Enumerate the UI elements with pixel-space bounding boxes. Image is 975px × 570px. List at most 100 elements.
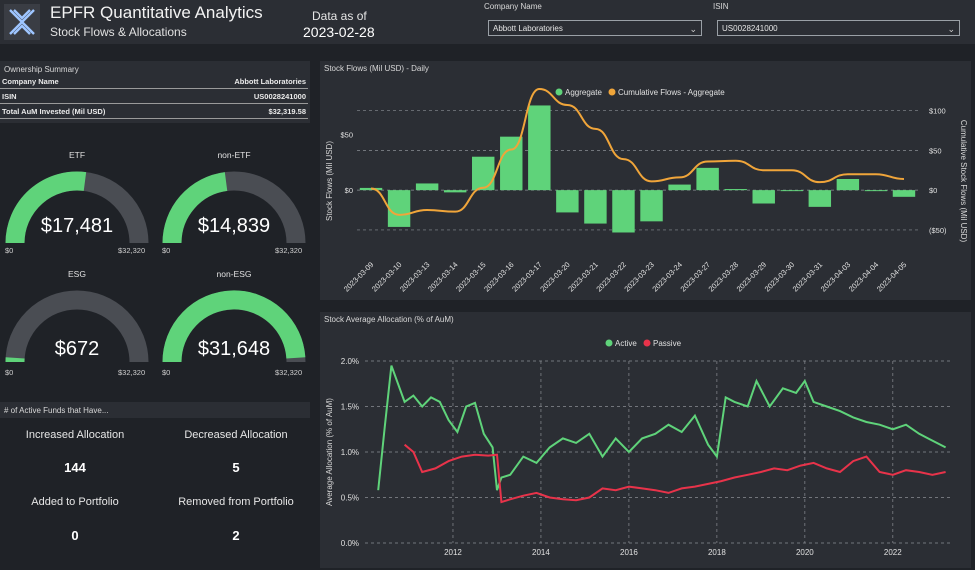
active-allocation-line — [377, 365, 947, 491]
legend-cumulative-marker — [608, 88, 616, 96]
gauge-track — [5, 290, 149, 363]
gauge-min: $0 — [162, 368, 171, 377]
x-tick-label: 2020 — [796, 548, 814, 557]
gauge-fill — [162, 290, 306, 363]
flow-bar — [668, 184, 691, 191]
app-subtitle: Stock Flows & Allocations — [50, 25, 187, 39]
allocation-chart: 2012 2014 2016 2018 2020 2022 0.0% 0.5% 1.0% 1.5… — [325, 339, 950, 557]
flow-bar — [864, 190, 888, 192]
x-tick-label: 2014 — [532, 548, 550, 557]
flow-bar — [696, 167, 719, 191]
af-value: 144 — [64, 460, 86, 475]
gauge-non-etf — [162, 171, 306, 244]
chevron-down-icon: ⌄ — [947, 24, 955, 34]
gauge-label-etf: ETF — [68, 150, 86, 160]
flow-bar — [612, 190, 635, 233]
legend-cumulative-label: Cumulative Flows - Aggregate — [618, 88, 725, 97]
flow-bar — [528, 105, 551, 191]
chevron-down-icon: ⌄ — [689, 24, 697, 34]
ownership-row: Company Name Abbott Laboratories — [0, 74, 308, 89]
x-tick-label: 2016 — [620, 548, 638, 557]
af-label: Increased Allocation — [25, 429, 125, 441]
gauge-max: $32,320 — [118, 368, 146, 377]
data-as-of-date: 2023-02-28 — [303, 24, 375, 40]
ownership-summary-panel: Ownership Summary Company Name Abbott La… — [0, 61, 310, 123]
isin-label: ISIN — [713, 2, 729, 11]
gauge-max: $32,320 — [275, 368, 303, 377]
gauge-esg — [5, 290, 149, 363]
stock-flows-title: Stock Flows (Mil USD) - Daily — [324, 64, 429, 73]
flow-bar — [836, 179, 860, 191]
flow-bar — [556, 190, 579, 213]
y2-tick-label: $100 — [929, 107, 946, 116]
gauge-fill — [162, 172, 228, 244]
flow-bar — [472, 156, 495, 191]
gauge-fill — [5, 171, 87, 244]
gauge-label-esg: ESG — [68, 269, 86, 279]
flow-bar — [808, 190, 832, 207]
legend-active-marker — [605, 339, 613, 347]
cumulative-flows-line — [370, 88, 904, 216]
ownership-row: ISIN US0028241000 — [0, 89, 308, 104]
y-tick-label: 0.0% — [341, 539, 359, 548]
company-name-dropdown[interactable]: Abbott Laboratories ⌄ — [488, 20, 702, 36]
af-label: Removed from Portfolio — [178, 496, 294, 508]
y-tick-label: 1.0% — [341, 448, 359, 457]
y2-tick-label: $0 — [929, 186, 937, 195]
ownership-row-value: $32,319.58 — [268, 107, 306, 116]
y2-tick-label: $50 — [929, 146, 942, 155]
gauge-max: $32,320 — [275, 246, 303, 255]
y-tick-label: 1.5% — [341, 403, 359, 412]
flow-bar — [387, 190, 411, 227]
x-tick-label: 2018 — [708, 548, 726, 557]
flow-bar — [780, 190, 803, 192]
ownership-row-label: ISIN — [2, 92, 17, 101]
isin-dropdown[interactable]: US0028241000 ⌄ — [717, 20, 960, 36]
data-as-of-label: Data as of — [312, 9, 367, 23]
legend-passive-label: Passive — [653, 339, 682, 348]
gauge-value-non-etf: $14,839 — [197, 215, 271, 237]
flow-bar — [892, 190, 916, 197]
ownership-summary-title: Ownership Summary — [4, 65, 79, 74]
allocation-panel: Stock Average Allocation (% of AuM) 2012… — [320, 312, 971, 568]
x-tick-label: 2023-04-05 — [875, 260, 908, 293]
af-value: 0 — [71, 528, 79, 543]
af-label: Added to Portfolio — [31, 496, 119, 508]
stock-flows-ylabel: Stock Flows (Mil USD) — [325, 141, 334, 221]
gauge-non-esg — [162, 290, 306, 363]
flow-bar — [359, 187, 383, 191]
ownership-row-label: Company Name — [2, 77, 59, 86]
company-name-label: Company Name — [484, 2, 542, 11]
allocation-title: Stock Average Allocation (% of AuM) — [324, 315, 454, 324]
gauge-label-non-esg: non-ESG — [216, 269, 252, 279]
flow-bar — [724, 189, 747, 191]
gauge-label-non-etf: non-ETF — [217, 150, 251, 160]
flow-bar — [640, 190, 663, 222]
x-tick-label: 2012 — [444, 548, 462, 557]
gauge-min: $0 — [5, 368, 14, 377]
flow-bar — [415, 183, 439, 191]
stock-flows-chart: 2023-03-092023-03-102023-03-132023-03-14… — [325, 88, 968, 294]
allocation-ylabel: Average Allocation (% of AuM) — [325, 398, 334, 506]
isin-value: US0028241000 — [722, 24, 778, 33]
ownership-row-label: Total AuM Invested (Mil USD) — [2, 107, 106, 116]
af-value: 5 — [232, 460, 240, 475]
gauge-value-etf: $17,481 — [40, 215, 114, 237]
legend-passive-marker — [643, 339, 651, 347]
flow-bar — [752, 190, 775, 204]
active-funds-header: # of Active Funds that Have... — [0, 402, 310, 418]
stock-flows-y2label: Cumulative Stock Flows (Mil USD) — [959, 120, 968, 243]
gauge-etf — [5, 171, 149, 244]
y-tick-label: $0 — [345, 186, 353, 195]
y2-tick-label: ($50) — [929, 226, 947, 235]
y-tick-label: $50 — [340, 130, 353, 139]
stock-flows-panel: Stock Flows (Mil USD) - Daily 2023-03-09… — [320, 61, 971, 300]
gauge-min: $0 — [5, 246, 14, 255]
legend-aggregate-label: Aggregate — [565, 88, 602, 97]
af-value: 2 — [232, 528, 240, 543]
gauge-value-non-esg: $31,648 — [197, 338, 271, 360]
app-header: EPFR Quantitative Analytics Stock Flows … — [0, 0, 975, 44]
gauge-max: $32,320 — [118, 246, 146, 255]
flow-bar — [584, 190, 607, 224]
active-funds-title: # of Active Funds that Have... — [4, 406, 109, 415]
